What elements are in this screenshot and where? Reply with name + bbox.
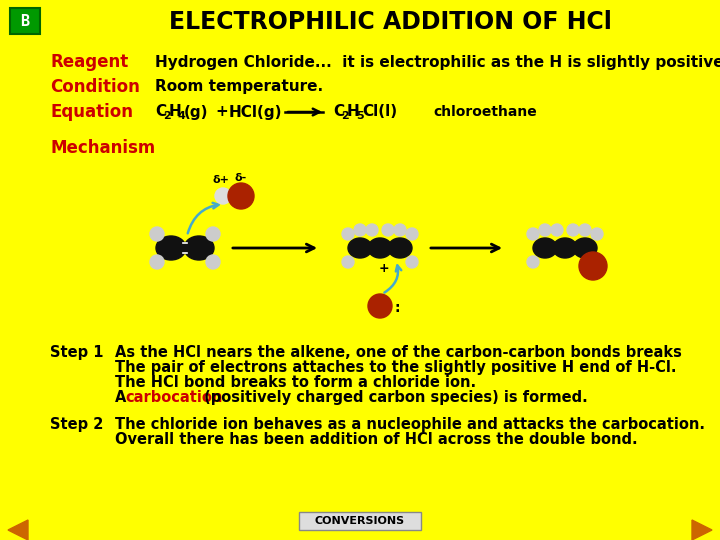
FancyBboxPatch shape: [299, 512, 421, 530]
Circle shape: [527, 228, 539, 240]
Ellipse shape: [156, 236, 186, 260]
FancyBboxPatch shape: [10, 8, 40, 34]
Text: Step 1: Step 1: [50, 345, 104, 360]
Text: Condition: Condition: [50, 78, 140, 96]
Ellipse shape: [533, 238, 557, 258]
Circle shape: [579, 252, 607, 280]
Text: C: C: [155, 105, 166, 119]
Text: (positively charged carbon species) is formed.: (positively charged carbon species) is f…: [199, 390, 588, 405]
Circle shape: [150, 227, 164, 241]
Ellipse shape: [553, 238, 577, 258]
Text: +: +: [215, 105, 228, 119]
Circle shape: [539, 224, 551, 236]
Circle shape: [368, 294, 392, 318]
Text: C: C: [333, 105, 344, 119]
Ellipse shape: [184, 236, 214, 260]
Text: (g): (g): [184, 105, 209, 119]
Text: 2: 2: [163, 111, 171, 121]
Text: Mechanism: Mechanism: [50, 139, 156, 157]
Circle shape: [215, 188, 231, 204]
Circle shape: [342, 256, 354, 268]
Text: δ+: δ+: [212, 175, 230, 185]
Text: Hydrogen Chloride...  it is electrophilic as the H is slightly positive: Hydrogen Chloride... it is electrophilic…: [155, 55, 720, 70]
Circle shape: [394, 224, 406, 236]
Text: HCl(g): HCl(g): [229, 105, 282, 119]
Text: The HCl bond breaks to form a chloride ion.: The HCl bond breaks to form a chloride i…: [115, 375, 476, 390]
Text: +: +: [379, 261, 390, 274]
Text: B: B: [20, 14, 30, 29]
Circle shape: [354, 224, 366, 236]
Text: ELECTROPHILIC ADDITION OF HCl: ELECTROPHILIC ADDITION OF HCl: [168, 10, 611, 34]
Circle shape: [527, 256, 539, 268]
Circle shape: [579, 224, 591, 236]
Ellipse shape: [348, 238, 372, 258]
Ellipse shape: [573, 238, 597, 258]
Ellipse shape: [368, 238, 392, 258]
Text: chloroethane: chloroethane: [433, 105, 536, 119]
Text: Equation: Equation: [50, 103, 133, 121]
Text: The pair of electrons attaches to the slightly positive H end of H-Cl.: The pair of electrons attaches to the sl…: [115, 360, 677, 375]
Text: Step 2: Step 2: [50, 417, 104, 432]
Circle shape: [150, 255, 164, 269]
Text: 2: 2: [341, 111, 348, 121]
Circle shape: [591, 228, 603, 240]
Circle shape: [406, 256, 418, 268]
Circle shape: [406, 228, 418, 240]
Polygon shape: [8, 520, 28, 540]
Text: carbocation: carbocation: [125, 390, 222, 405]
Text: 4: 4: [178, 111, 186, 121]
Circle shape: [551, 224, 563, 236]
Polygon shape: [692, 520, 712, 540]
Text: The chloride ion behaves as a nucleophile and attacks the carbocation.: The chloride ion behaves as a nucleophil…: [115, 417, 705, 432]
Circle shape: [366, 224, 378, 236]
Ellipse shape: [388, 238, 412, 258]
Text: Reagent: Reagent: [50, 53, 128, 71]
Text: Overall there has been addition of HCl across the double bond.: Overall there has been addition of HCl a…: [115, 432, 638, 447]
Circle shape: [342, 228, 354, 240]
Text: 5: 5: [356, 111, 364, 121]
Text: H: H: [347, 105, 360, 119]
Text: Cl(l): Cl(l): [362, 105, 397, 119]
Circle shape: [228, 183, 254, 209]
Text: A: A: [115, 390, 132, 405]
Circle shape: [206, 227, 220, 241]
Text: δ-: δ-: [235, 173, 247, 183]
Circle shape: [382, 224, 394, 236]
Circle shape: [206, 255, 220, 269]
Text: Room temperature.: Room temperature.: [155, 79, 323, 94]
Text: H: H: [169, 105, 181, 119]
Text: As the HCl nears the alkene, one of the carbon-carbon bonds breaks: As the HCl nears the alkene, one of the …: [115, 345, 682, 360]
Text: :: :: [395, 301, 400, 315]
Circle shape: [567, 224, 579, 236]
Text: CONVERSIONS: CONVERSIONS: [315, 516, 405, 526]
